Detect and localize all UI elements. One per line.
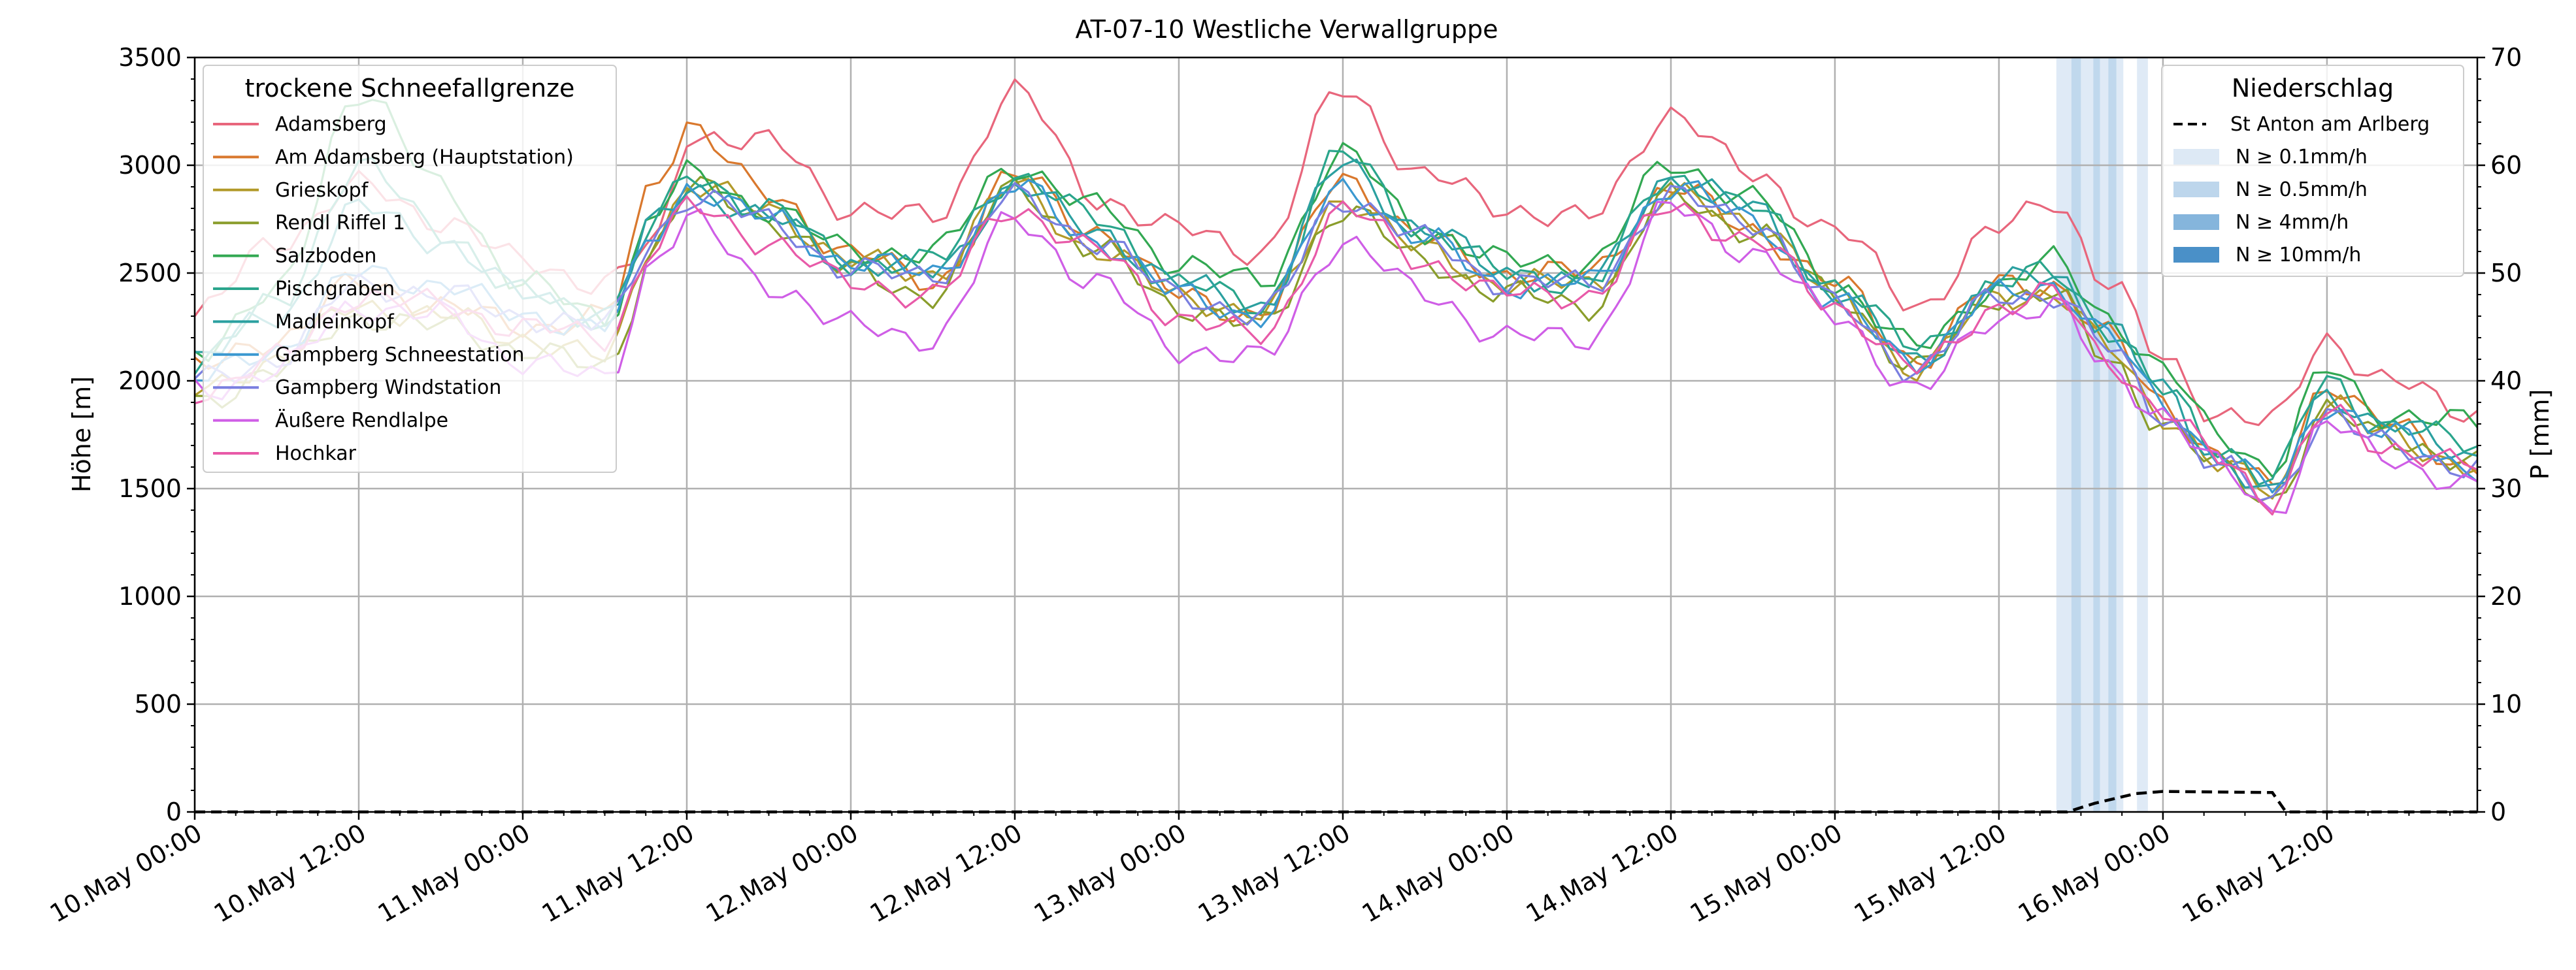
precipitation-line (195, 790, 2477, 814)
legend-band-label: N ≥ 4mm/h (2236, 211, 2349, 234)
y-axis-label: Höhe [m] (67, 376, 96, 493)
y-right-tick-label: 0 (2490, 798, 2506, 826)
legend-precipitation: Niederschlag St Anton am Arlberg N ≥ 0.1… (2161, 65, 2464, 277)
legend-label: Äußere Rendlalpe (275, 409, 448, 432)
precip-line-st-anton (195, 790, 2477, 814)
chart-title: AT-07-10 Westliche Verwallgruppe (1076, 15, 1498, 44)
y-tick-label: 2000 (118, 366, 182, 395)
precip-band (2137, 57, 2148, 812)
y-tick-label: 500 (134, 690, 182, 719)
legend-label: Gampberg Windstation (275, 376, 501, 399)
y-right-tick-label: 40 (2490, 366, 2522, 395)
legend-label: Pischgraben (275, 278, 395, 300)
precip-band (2056, 57, 2072, 812)
y-right-tick-label: 70 (2490, 43, 2522, 72)
legend-band-swatch (2173, 214, 2219, 230)
precipitation-bands (2056, 57, 2148, 812)
y-right-tick-label: 60 (2490, 151, 2522, 180)
precip-band (2093, 57, 2100, 812)
plot-frame (193, 56, 2479, 813)
legend-box (2161, 65, 2464, 277)
legend-title: Niederschlag (2232, 74, 2394, 103)
y-tick-label: 2500 (118, 259, 182, 287)
y-tick-label: 1000 (118, 582, 182, 611)
y-tick-label: 3000 (118, 151, 182, 180)
legend-label: Hochkar (275, 442, 357, 465)
precip-band (2071, 57, 2081, 812)
y-tick-label: 1500 (118, 474, 182, 503)
legend-label: Grieskopf (275, 179, 369, 202)
legend-box (203, 65, 617, 473)
legend-label: Salzboden (275, 245, 376, 268)
y-right-tick-label: 20 (2490, 582, 2522, 611)
legend-label: Rendl Riffel 1 (275, 212, 405, 234)
legend-band-swatch (2173, 182, 2219, 197)
y-right-tick-label: 10 (2490, 690, 2522, 719)
legend-label: Am Adamsberg (Hauptstation) (275, 146, 574, 169)
legend-band-swatch (2173, 247, 2219, 263)
legend-precip-line-label: St Anton am Arlberg (2230, 113, 2430, 136)
precip-band (2108, 57, 2117, 812)
y-right-tick-label: 30 (2490, 474, 2522, 503)
precip-band (2100, 57, 2109, 812)
legend-label: Adamsberg (275, 113, 387, 136)
legend-band-label: N ≥ 0.5mm/h (2236, 178, 2368, 201)
legend-title: trockene Schneefallgrenze (245, 74, 575, 103)
y-axis-right-label: P [mm] (2526, 389, 2554, 480)
y-right-tick-label: 50 (2490, 259, 2522, 287)
legend-band-label: N ≥ 10mm/h (2236, 244, 2361, 267)
legend-band-label: N ≥ 0.1mm/h (2236, 146, 2368, 169)
precip-band (2081, 57, 2094, 812)
legend-snowline: trockene Schneefallgrenze Adamsberg Am Ad… (203, 65, 617, 473)
y-tick-label: 3500 (118, 43, 182, 72)
y-tick-label: 0 (166, 798, 182, 826)
legend-label: Gampberg Schneestation (275, 344, 525, 366)
precip-band (2116, 57, 2124, 812)
legend-label: Madleinkopf (275, 310, 395, 333)
legend-band-swatch (2173, 149, 2219, 165)
